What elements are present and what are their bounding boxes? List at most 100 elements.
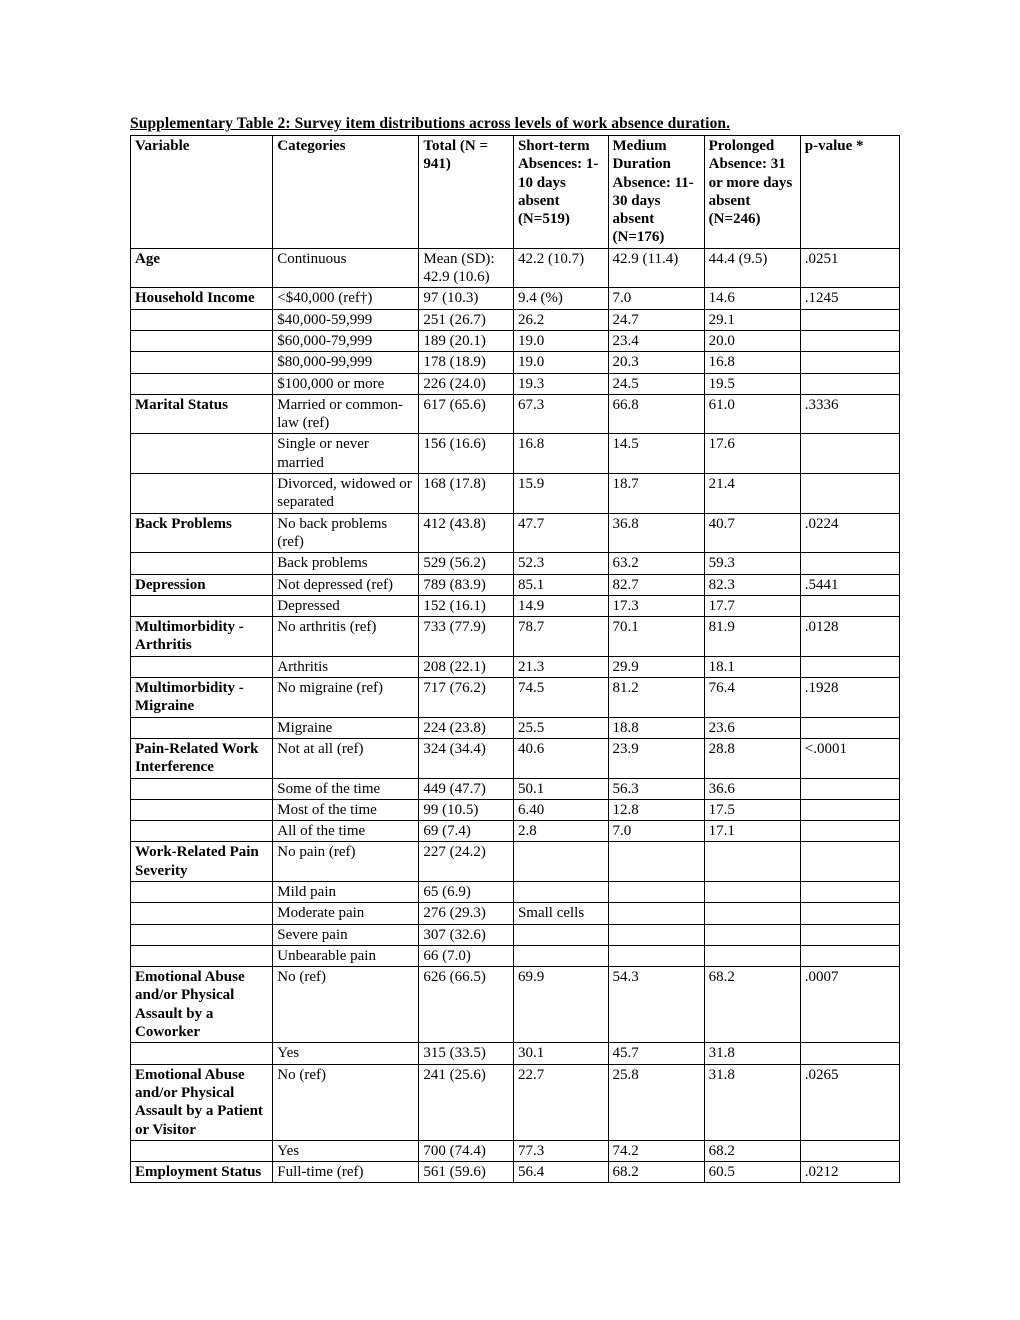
cell-med xyxy=(608,903,704,924)
col-short: Short-term Absences: 1-10 days absent (N… xyxy=(513,136,608,249)
cell-var: Back Problems xyxy=(131,513,273,553)
cell-var xyxy=(131,799,273,820)
cell-short: 78.7 xyxy=(513,617,608,657)
cell-cat: Severe pain xyxy=(273,924,419,945)
cell-total: 66 (7.0) xyxy=(419,945,514,966)
cell-p xyxy=(800,1043,899,1064)
cell-med: 18.8 xyxy=(608,717,704,738)
cell-short: 30.1 xyxy=(513,1043,608,1064)
cell-pro: 82.3 xyxy=(704,574,800,595)
cell-med: 7.0 xyxy=(608,821,704,842)
table-row: Mild pain65 (6.9) xyxy=(131,881,900,902)
cell-short: 56.4 xyxy=(513,1162,608,1183)
cell-pro: 17.7 xyxy=(704,595,800,616)
col-pvalue: p-value * xyxy=(800,136,899,249)
cell-var: Multimorbidity - Arthritis xyxy=(131,617,273,657)
cell-var: Multimorbidity - Migraine xyxy=(131,678,273,718)
cell-p: .5441 xyxy=(800,574,899,595)
table-row: Employment StatusFull-time (ref)561 (59.… xyxy=(131,1162,900,1183)
table-row: AgeContinuousMean (SD): 42.9 (10.6)42.2 … xyxy=(131,248,900,288)
cell-pro xyxy=(704,924,800,945)
cell-pro: 31.8 xyxy=(704,1043,800,1064)
cell-total: 99 (10.5) xyxy=(419,799,514,820)
cell-short: 67.3 xyxy=(513,394,608,434)
cell-var xyxy=(131,373,273,394)
cell-pro: 60.5 xyxy=(704,1162,800,1183)
cell-p: <.0001 xyxy=(800,738,899,778)
cell-p xyxy=(800,903,899,924)
cell-pro xyxy=(704,945,800,966)
cell-p xyxy=(800,434,899,474)
cell-short xyxy=(513,924,608,945)
cell-med: 25.8 xyxy=(608,1064,704,1140)
table-row: Depressed152 (16.1)14.917.317.7 xyxy=(131,595,900,616)
cell-pro: 29.1 xyxy=(704,309,800,330)
header-row: Variable Categories Total (N = 941) Shor… xyxy=(131,136,900,249)
cell-med xyxy=(608,842,704,882)
cell-var xyxy=(131,945,273,966)
cell-cat: Not at all (ref) xyxy=(273,738,419,778)
table-body: AgeContinuousMean (SD): 42.9 (10.6)42.2 … xyxy=(131,248,900,1183)
cell-med: 23.4 xyxy=(608,330,704,351)
col-total: Total (N = 941) xyxy=(419,136,514,249)
cell-med: 56.3 xyxy=(608,778,704,799)
cell-var xyxy=(131,1043,273,1064)
cell-cat: Not depressed (ref) xyxy=(273,574,419,595)
cell-cat: Migraine xyxy=(273,717,419,738)
cell-p: .1928 xyxy=(800,678,899,718)
cell-cat: Depressed xyxy=(273,595,419,616)
table-row: Yes315 (33.5)30.145.731.8 xyxy=(131,1043,900,1064)
table-row: DepressionNot depressed (ref)789 (83.9)8… xyxy=(131,574,900,595)
cell-pro: 16.8 xyxy=(704,352,800,373)
table-row: Emotional Abuse and/or Physical Assault … xyxy=(131,1064,900,1140)
cell-var xyxy=(131,778,273,799)
cell-cat: Unbearable pain xyxy=(273,945,419,966)
cell-var: Age xyxy=(131,248,273,288)
cell-pro: 21.4 xyxy=(704,474,800,514)
cell-cat: All of the time xyxy=(273,821,419,842)
table-row: Back problems529 (56.2)52.363.259.3 xyxy=(131,553,900,574)
cell-total: 324 (34.4) xyxy=(419,738,514,778)
cell-short: 47.7 xyxy=(513,513,608,553)
cell-pro: 19.5 xyxy=(704,373,800,394)
cell-short: 15.9 xyxy=(513,474,608,514)
cell-p: .3336 xyxy=(800,394,899,434)
cell-med: 63.2 xyxy=(608,553,704,574)
table-row: Multimorbidity - ArthritisNo arthritis (… xyxy=(131,617,900,657)
cell-cat: Divorced, widowed or separated xyxy=(273,474,419,514)
table-row: Moderate pain276 (29.3)Small cells xyxy=(131,903,900,924)
cell-short: 14.9 xyxy=(513,595,608,616)
table-row: Unbearable pain66 (7.0) xyxy=(131,945,900,966)
cell-cat: No migraine (ref) xyxy=(273,678,419,718)
cell-pro: 17.6 xyxy=(704,434,800,474)
cell-total: 626 (66.5) xyxy=(419,967,514,1043)
cell-pro: 59.3 xyxy=(704,553,800,574)
table-row: Migraine224 (23.8)25.518.823.6 xyxy=(131,717,900,738)
cell-cat: Single or never married xyxy=(273,434,419,474)
cell-total: 717 (76.2) xyxy=(419,678,514,718)
cell-total: 561 (59.6) xyxy=(419,1162,514,1183)
cell-var: Work-Related Pain Severity xyxy=(131,842,273,882)
cell-pro: 76.4 xyxy=(704,678,800,718)
table-row: Work-Related Pain SeverityNo pain (ref)2… xyxy=(131,842,900,882)
cell-p: .0224 xyxy=(800,513,899,553)
cell-var xyxy=(131,330,273,351)
cell-pro xyxy=(704,903,800,924)
cell-short: 26.2 xyxy=(513,309,608,330)
cell-med xyxy=(608,924,704,945)
cell-var xyxy=(131,434,273,474)
cell-short: 9.4 (%) xyxy=(513,288,608,309)
cell-med: 17.3 xyxy=(608,595,704,616)
cell-p: .1245 xyxy=(800,288,899,309)
cell-med: 24.5 xyxy=(608,373,704,394)
table-row: $60,000-79,999189 (20.1)19.023.420.0 xyxy=(131,330,900,351)
cell-short xyxy=(513,881,608,902)
cell-med: 23.9 xyxy=(608,738,704,778)
cell-var xyxy=(131,881,273,902)
cell-total: 97 (10.3) xyxy=(419,288,514,309)
cell-cat: Back problems xyxy=(273,553,419,574)
cell-cat: Continuous xyxy=(273,248,419,288)
cell-med: 54.3 xyxy=(608,967,704,1043)
cell-short: 50.1 xyxy=(513,778,608,799)
table-row: Household Income<$40,000 (ref†)97 (10.3)… xyxy=(131,288,900,309)
